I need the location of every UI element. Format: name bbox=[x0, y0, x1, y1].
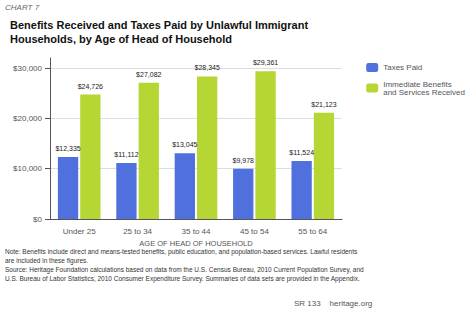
svg-text:$13,045: $13,045 bbox=[172, 141, 197, 148]
svg-text:$12,335: $12,335 bbox=[55, 145, 80, 152]
svg-text:SR 133 heritage.org: SR 133 heritage.org bbox=[294, 299, 372, 308]
svg-text:$11,112: $11,112 bbox=[114, 151, 138, 158]
svg-text:$29,361: $29,361 bbox=[253, 59, 278, 66]
svg-text:Under 25: Under 25 bbox=[63, 227, 96, 236]
svg-text:$9,978: $9,978 bbox=[233, 157, 255, 164]
svg-text:$0: $0 bbox=[33, 215, 42, 224]
svg-text:$11,524: $11,524 bbox=[289, 149, 314, 156]
svg-text:$21,123: $21,123 bbox=[311, 101, 336, 108]
svg-text:are included in these figures.: are included in these figures. bbox=[5, 257, 88, 265]
svg-text:35 to 44: 35 to 44 bbox=[182, 227, 211, 236]
svg-text:Households, by Age of Head of: Households, by Age of Head of Household bbox=[10, 33, 232, 45]
svg-text:$27,082: $27,082 bbox=[136, 71, 161, 78]
svg-text:25 to 34: 25 to 34 bbox=[123, 227, 152, 236]
svg-text:$10,000: $10,000 bbox=[13, 164, 42, 173]
svg-text:55 to 64: 55 to 64 bbox=[298, 227, 327, 236]
svg-text:Immediate Benefits: Immediate Benefits bbox=[383, 79, 452, 89]
svg-text:Benefits Received and Taxes Pa: Benefits Received and Taxes Paid by Unla… bbox=[10, 19, 308, 31]
svg-text:$30,000: $30,000 bbox=[13, 64, 42, 73]
svg-text:Taxes Paid: Taxes Paid bbox=[383, 63, 422, 72]
svg-text:$28,345: $28,345 bbox=[195, 64, 220, 71]
svg-text:U.S. Bureau of Labor Statistic: U.S. Bureau of Labor Statistics, 2010 Co… bbox=[5, 275, 360, 283]
svg-text:CHART 7: CHART 7 bbox=[5, 3, 40, 12]
svg-text:AGE OF HEAD OF HOUSEHOLD: AGE OF HEAD OF HOUSEHOLD bbox=[139, 239, 253, 248]
svg-text:45 to 54: 45 to 54 bbox=[240, 227, 269, 236]
svg-text:Note: Benefits include direct: Note: Benefits include direct and means-… bbox=[5, 248, 358, 256]
svg-text:$24,726: $24,726 bbox=[78, 83, 103, 90]
svg-text:$20,000: $20,000 bbox=[13, 114, 42, 123]
svg-text:and Services Received: and Services Received bbox=[383, 88, 465, 97]
svg-text:Source: Heritage Foundation ca: Source: Heritage Foundation calculations… bbox=[5, 266, 364, 274]
